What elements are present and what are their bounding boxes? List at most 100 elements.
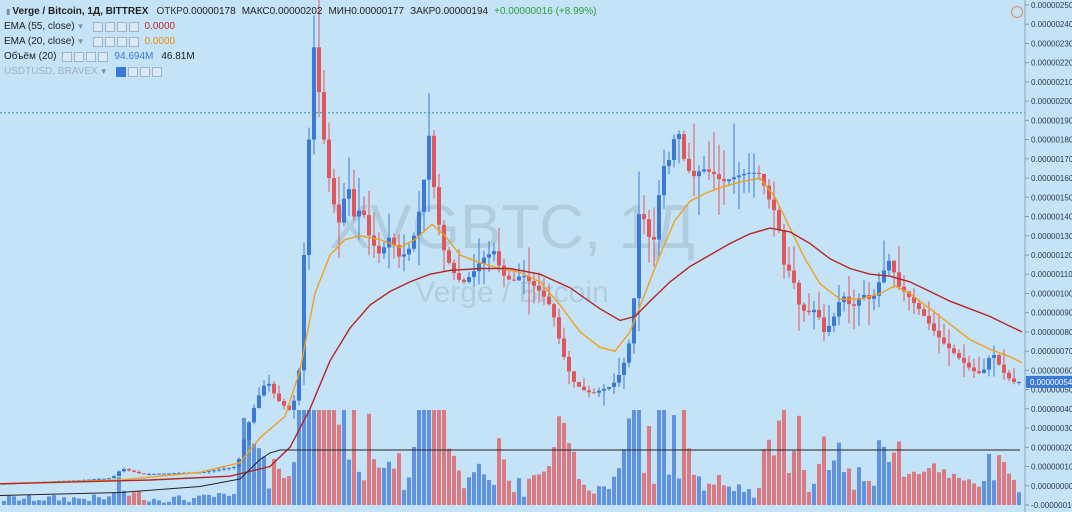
- axis-tick-label: 0.00000060: [1031, 366, 1072, 375]
- eye-icon[interactable]: [92, 36, 103, 47]
- volume-bar: [617, 468, 621, 505]
- volume-bar: [462, 488, 466, 505]
- candle-body: [92, 479, 96, 481]
- watermark-name: Verge / Bitcoin: [415, 276, 608, 309]
- volume-bar: [527, 478, 531, 505]
- volume-bar: [17, 500, 21, 505]
- volume-bar: [887, 462, 891, 505]
- volume-bar: [487, 479, 491, 505]
- axis-tick-label: 0.00000150: [1031, 193, 1072, 202]
- candle-body: [872, 295, 876, 299]
- symbol-title[interactable]: Verge / Bitcoin, 1Д, BITTREX: [12, 6, 149, 17]
- chevron-down-icon[interactable]: ▼: [76, 22, 85, 31]
- price-axis[interactable]: 0.00000250 0.00000240 0.00000230 0.00000220…: [1025, 1, 1072, 510]
- volume-label[interactable]: Объём (20): [4, 51, 57, 62]
- volume-bar: [52, 495, 56, 505]
- clock-icon[interactable]: [1011, 6, 1023, 18]
- candle-body: [512, 279, 516, 281]
- volume-bar: [477, 463, 481, 505]
- candle-body: [362, 210, 366, 216]
- candle-body: [967, 362, 971, 368]
- plus-icon[interactable]: [139, 66, 150, 77]
- close-icon[interactable]: [128, 36, 139, 47]
- volume-bar: [452, 455, 456, 505]
- close-icon[interactable]: [98, 51, 109, 62]
- candle-body: [707, 169, 711, 172]
- volume-bar: [67, 501, 71, 505]
- volume-bar: [32, 500, 36, 505]
- candle-body: [952, 348, 956, 354]
- chevron-down-icon[interactable]: ▼: [99, 67, 108, 76]
- volume-bar: [2, 500, 6, 505]
- eye-icon[interactable]: [92, 21, 103, 32]
- volume-bar: [567, 443, 571, 505]
- axis-tick-label: 0.00000230: [1031, 39, 1072, 48]
- ema55-row: EMA (55, close) ▼ 0.0000: [4, 19, 596, 34]
- volume-bar: [222, 493, 226, 505]
- candle-body: [922, 309, 926, 316]
- close-icon[interactable]: [151, 66, 162, 77]
- indicator-buttons[interactable]: [92, 21, 139, 32]
- eye-icon[interactable]: [62, 51, 73, 62]
- volume-value: 94.694M: [114, 51, 154, 62]
- candle-body: [257, 395, 261, 408]
- volume-bar: [187, 502, 191, 505]
- candle-body: [742, 173, 746, 176]
- volume-bar: [547, 466, 551, 505]
- plus-icon[interactable]: [116, 21, 127, 32]
- eye-icon[interactable]: [115, 66, 126, 77]
- hidden-indicator-label[interactable]: USDTUSD, BRAVEX: [4, 66, 98, 77]
- volume-bar: [782, 410, 786, 505]
- volume-bar: [42, 500, 46, 505]
- candle-body: [757, 172, 761, 174]
- plus-icon[interactable]: [116, 36, 127, 47]
- volume-bar: [902, 476, 906, 505]
- volume-bar: [832, 460, 836, 505]
- axis-tick-label: 0.00000030: [1031, 424, 1072, 433]
- indicator-buttons[interactable]: [92, 36, 139, 47]
- candle-body: [642, 214, 646, 220]
- volume-bar: [37, 500, 41, 505]
- candle-body: [597, 390, 601, 393]
- ema20-label[interactable]: EMA (20, close): [4, 36, 75, 47]
- indicator-lines: [0, 177, 1023, 496]
- candle-body: [607, 386, 611, 389]
- volume-bar: [707, 483, 711, 505]
- volume-bar: [472, 472, 476, 505]
- candle-body: [522, 276, 526, 278]
- volume-bar: [132, 492, 136, 505]
- candle-body: [687, 158, 691, 171]
- candle-body: [1017, 381, 1021, 383]
- candle-body: [797, 282, 801, 305]
- axis-tick-label: -0.00000010: [1031, 501, 1072, 510]
- low-label: МИН: [328, 6, 352, 17]
- candle-body: [832, 316, 836, 326]
- gear-icon[interactable]: [74, 51, 85, 62]
- chevron-down-icon[interactable]: ▼: [76, 37, 85, 46]
- volume-bar: [467, 477, 471, 505]
- volume-bar: [392, 468, 396, 505]
- volume-bar: [652, 483, 656, 505]
- candle-body: [937, 330, 941, 338]
- volume-bar: [142, 500, 146, 505]
- volume-bar: [77, 498, 81, 505]
- ema55-label[interactable]: EMA (55, close): [4, 21, 75, 32]
- volume-bar: [702, 490, 706, 505]
- collapse-icon[interactable]: ▮: [6, 7, 11, 16]
- candle-body: [412, 235, 416, 249]
- volume-bar: [667, 474, 671, 505]
- volume-bar: [27, 494, 31, 505]
- indicator-buttons[interactable]: [115, 66, 162, 77]
- indicator-buttons[interactable]: [62, 51, 109, 62]
- candle-body: [752, 172, 756, 174]
- volume-bar: [427, 410, 431, 505]
- gear-icon[interactable]: [104, 36, 115, 47]
- candle-body: [462, 279, 466, 282]
- volume-bar: [802, 470, 806, 505]
- close-icon[interactable]: [128, 21, 139, 32]
- gear-icon[interactable]: [104, 21, 115, 32]
- plus-icon[interactable]: [86, 51, 97, 62]
- gear-icon[interactable]: [127, 66, 138, 77]
- volume-bar: [212, 496, 216, 505]
